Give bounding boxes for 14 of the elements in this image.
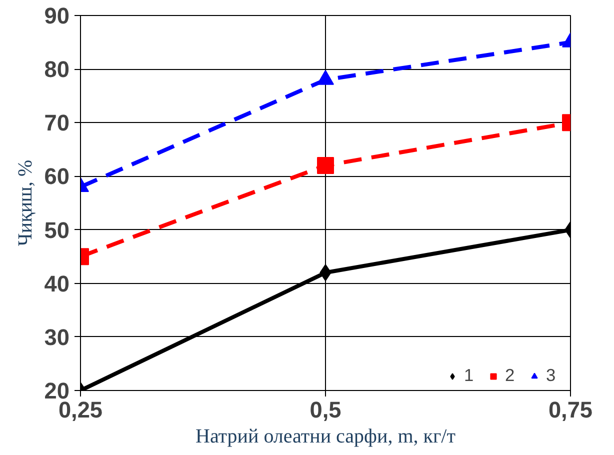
- y-axis-title: Чиқиш, %: [14, 160, 36, 246]
- y-tick-label: 30: [44, 324, 70, 350]
- x-tick-label: 0,5: [310, 396, 342, 422]
- legend-label: 3: [546, 365, 557, 386]
- x-axis-title: Натрий олеатни сарфи, m, кг/т: [196, 426, 456, 448]
- y-tick-label: 70: [44, 110, 70, 136]
- y-tick-label: 60: [44, 163, 70, 190]
- y-tick-label: 40: [44, 270, 70, 296]
- legend-label: 1: [464, 365, 475, 386]
- y-tick-label: 50: [44, 216, 70, 243]
- legend-label: 2: [505, 365, 516, 386]
- y-tick-label: 80: [44, 56, 70, 82]
- x-tick-label: 0,75: [548, 396, 593, 422]
- y-tick-label: 90: [44, 2, 70, 28]
